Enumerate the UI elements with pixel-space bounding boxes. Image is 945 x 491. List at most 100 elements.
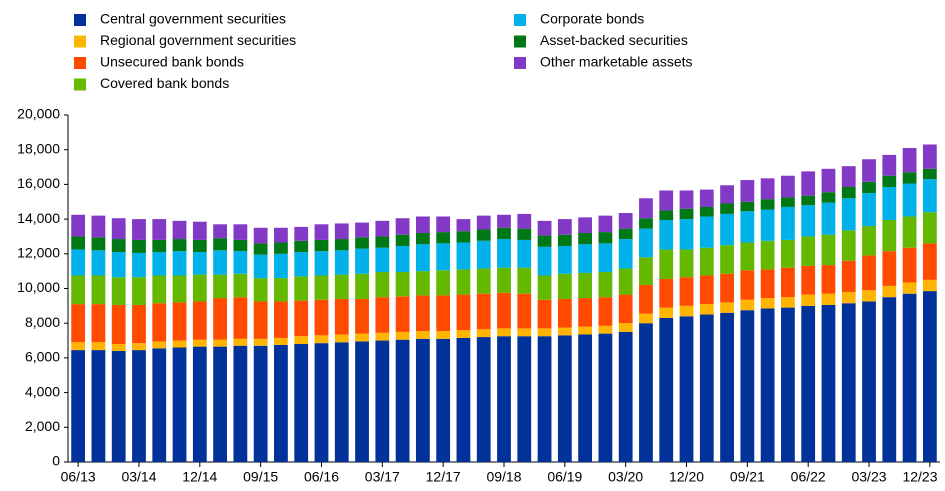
bar-segment <box>902 293 917 462</box>
bar-segment <box>355 248 369 274</box>
bar-segment <box>699 275 714 305</box>
bar-segment <box>314 239 329 252</box>
bar-segment <box>922 212 937 244</box>
bar-segment <box>882 285 897 298</box>
bar-segment <box>111 304 126 345</box>
bar-segment <box>760 209 775 241</box>
bar-segment <box>801 305 816 462</box>
bar-segment <box>395 272 410 297</box>
bar-segment <box>294 226 309 241</box>
bar-segment <box>91 350 106 462</box>
bar-segment <box>781 267 795 298</box>
bar-segment <box>720 273 734 303</box>
bar-segment <box>740 310 755 462</box>
bar-segment <box>497 214 511 228</box>
bar-segment <box>557 335 572 462</box>
bar-segment <box>639 218 653 229</box>
bar-segment <box>91 237 106 251</box>
bar-segment <box>862 290 876 302</box>
bar-segment <box>294 240 309 253</box>
bar-segment <box>740 299 755 311</box>
bar-segment <box>537 246 552 276</box>
bar-segment <box>476 240 491 269</box>
legend-swatch <box>74 14 86 26</box>
bar-segment <box>618 323 633 332</box>
bar-segment <box>71 236 86 250</box>
bar-segment <box>740 180 755 202</box>
bar-segment <box>91 250 106 276</box>
bar-segment <box>557 234 572 246</box>
bar-segment <box>557 273 572 299</box>
x-tick-label: 12/17 <box>426 469 461 485</box>
bar-segment <box>375 297 390 333</box>
bar-segment <box>274 278 288 302</box>
y-tick-label: 4,000 <box>25 383 60 399</box>
bar-segment <box>334 250 349 275</box>
bar-segment <box>415 295 430 332</box>
y-tick-label: 2,000 <box>25 418 60 434</box>
bar-segment <box>233 338 248 346</box>
bar-segment <box>314 343 329 462</box>
bar-segment <box>192 239 207 253</box>
bar-segment <box>132 350 146 462</box>
bar-segment <box>415 271 430 296</box>
bar-segment <box>253 254 268 279</box>
bar-segment <box>598 333 613 462</box>
bar-segment <box>841 198 856 231</box>
bar-segment <box>476 293 491 330</box>
bar-segment <box>213 346 227 462</box>
bar-segment <box>355 273 369 299</box>
bar-segment <box>334 274 349 299</box>
bar-segment <box>781 307 795 462</box>
bar-segment <box>91 215 106 238</box>
bar-segment <box>557 327 572 336</box>
bar-segment <box>740 211 755 243</box>
bar-segment <box>375 247 390 273</box>
bar-segment <box>862 159 876 182</box>
legend-swatch <box>74 35 86 48</box>
bar-segment <box>456 330 471 338</box>
bar-segment <box>720 302 734 313</box>
bar-segment <box>659 190 674 211</box>
bar-segment <box>578 272 593 299</box>
bar-segment <box>659 249 674 279</box>
bar-segment <box>578 217 593 233</box>
bar-segment <box>71 304 86 343</box>
x-tick-label: 09/15 <box>243 469 278 485</box>
legend-label: Central government securities <box>100 11 286 27</box>
bar-segment <box>862 181 876 194</box>
bar-segment <box>71 350 86 462</box>
bar-segment <box>902 147 917 173</box>
bar-segment <box>922 168 937 180</box>
y-tick-label: 8,000 <box>25 314 60 330</box>
bar-segment <box>476 337 491 462</box>
bar-segment <box>476 229 491 241</box>
bar-segment <box>132 219 146 240</box>
bar-segment <box>314 224 329 240</box>
bar-segment <box>821 168 836 193</box>
bar-segment <box>699 206 714 217</box>
bar-segment <box>253 243 268 255</box>
bar-segment <box>71 249 86 276</box>
bar-segment <box>801 236 816 266</box>
bar-segment <box>862 226 876 256</box>
bar-segment <box>192 274 207 302</box>
bar-segment <box>922 243 937 280</box>
bar-segment <box>922 279 937 292</box>
bar-segment <box>760 199 775 210</box>
bar-segment <box>294 336 309 345</box>
bar-segment <box>618 239 633 269</box>
bar-segment <box>760 308 775 462</box>
x-tick-label: 06/22 <box>791 469 826 485</box>
bar-segment <box>456 294 471 331</box>
bar-segment <box>294 276 309 301</box>
bar-segment <box>557 219 572 235</box>
bar-segment <box>111 344 126 351</box>
bar-segment <box>760 178 775 200</box>
bar-segment <box>517 293 532 329</box>
bar-segment <box>456 219 471 232</box>
bar-segment <box>598 297 613 326</box>
legend-swatch <box>74 78 86 91</box>
bar-segment <box>395 234 410 246</box>
